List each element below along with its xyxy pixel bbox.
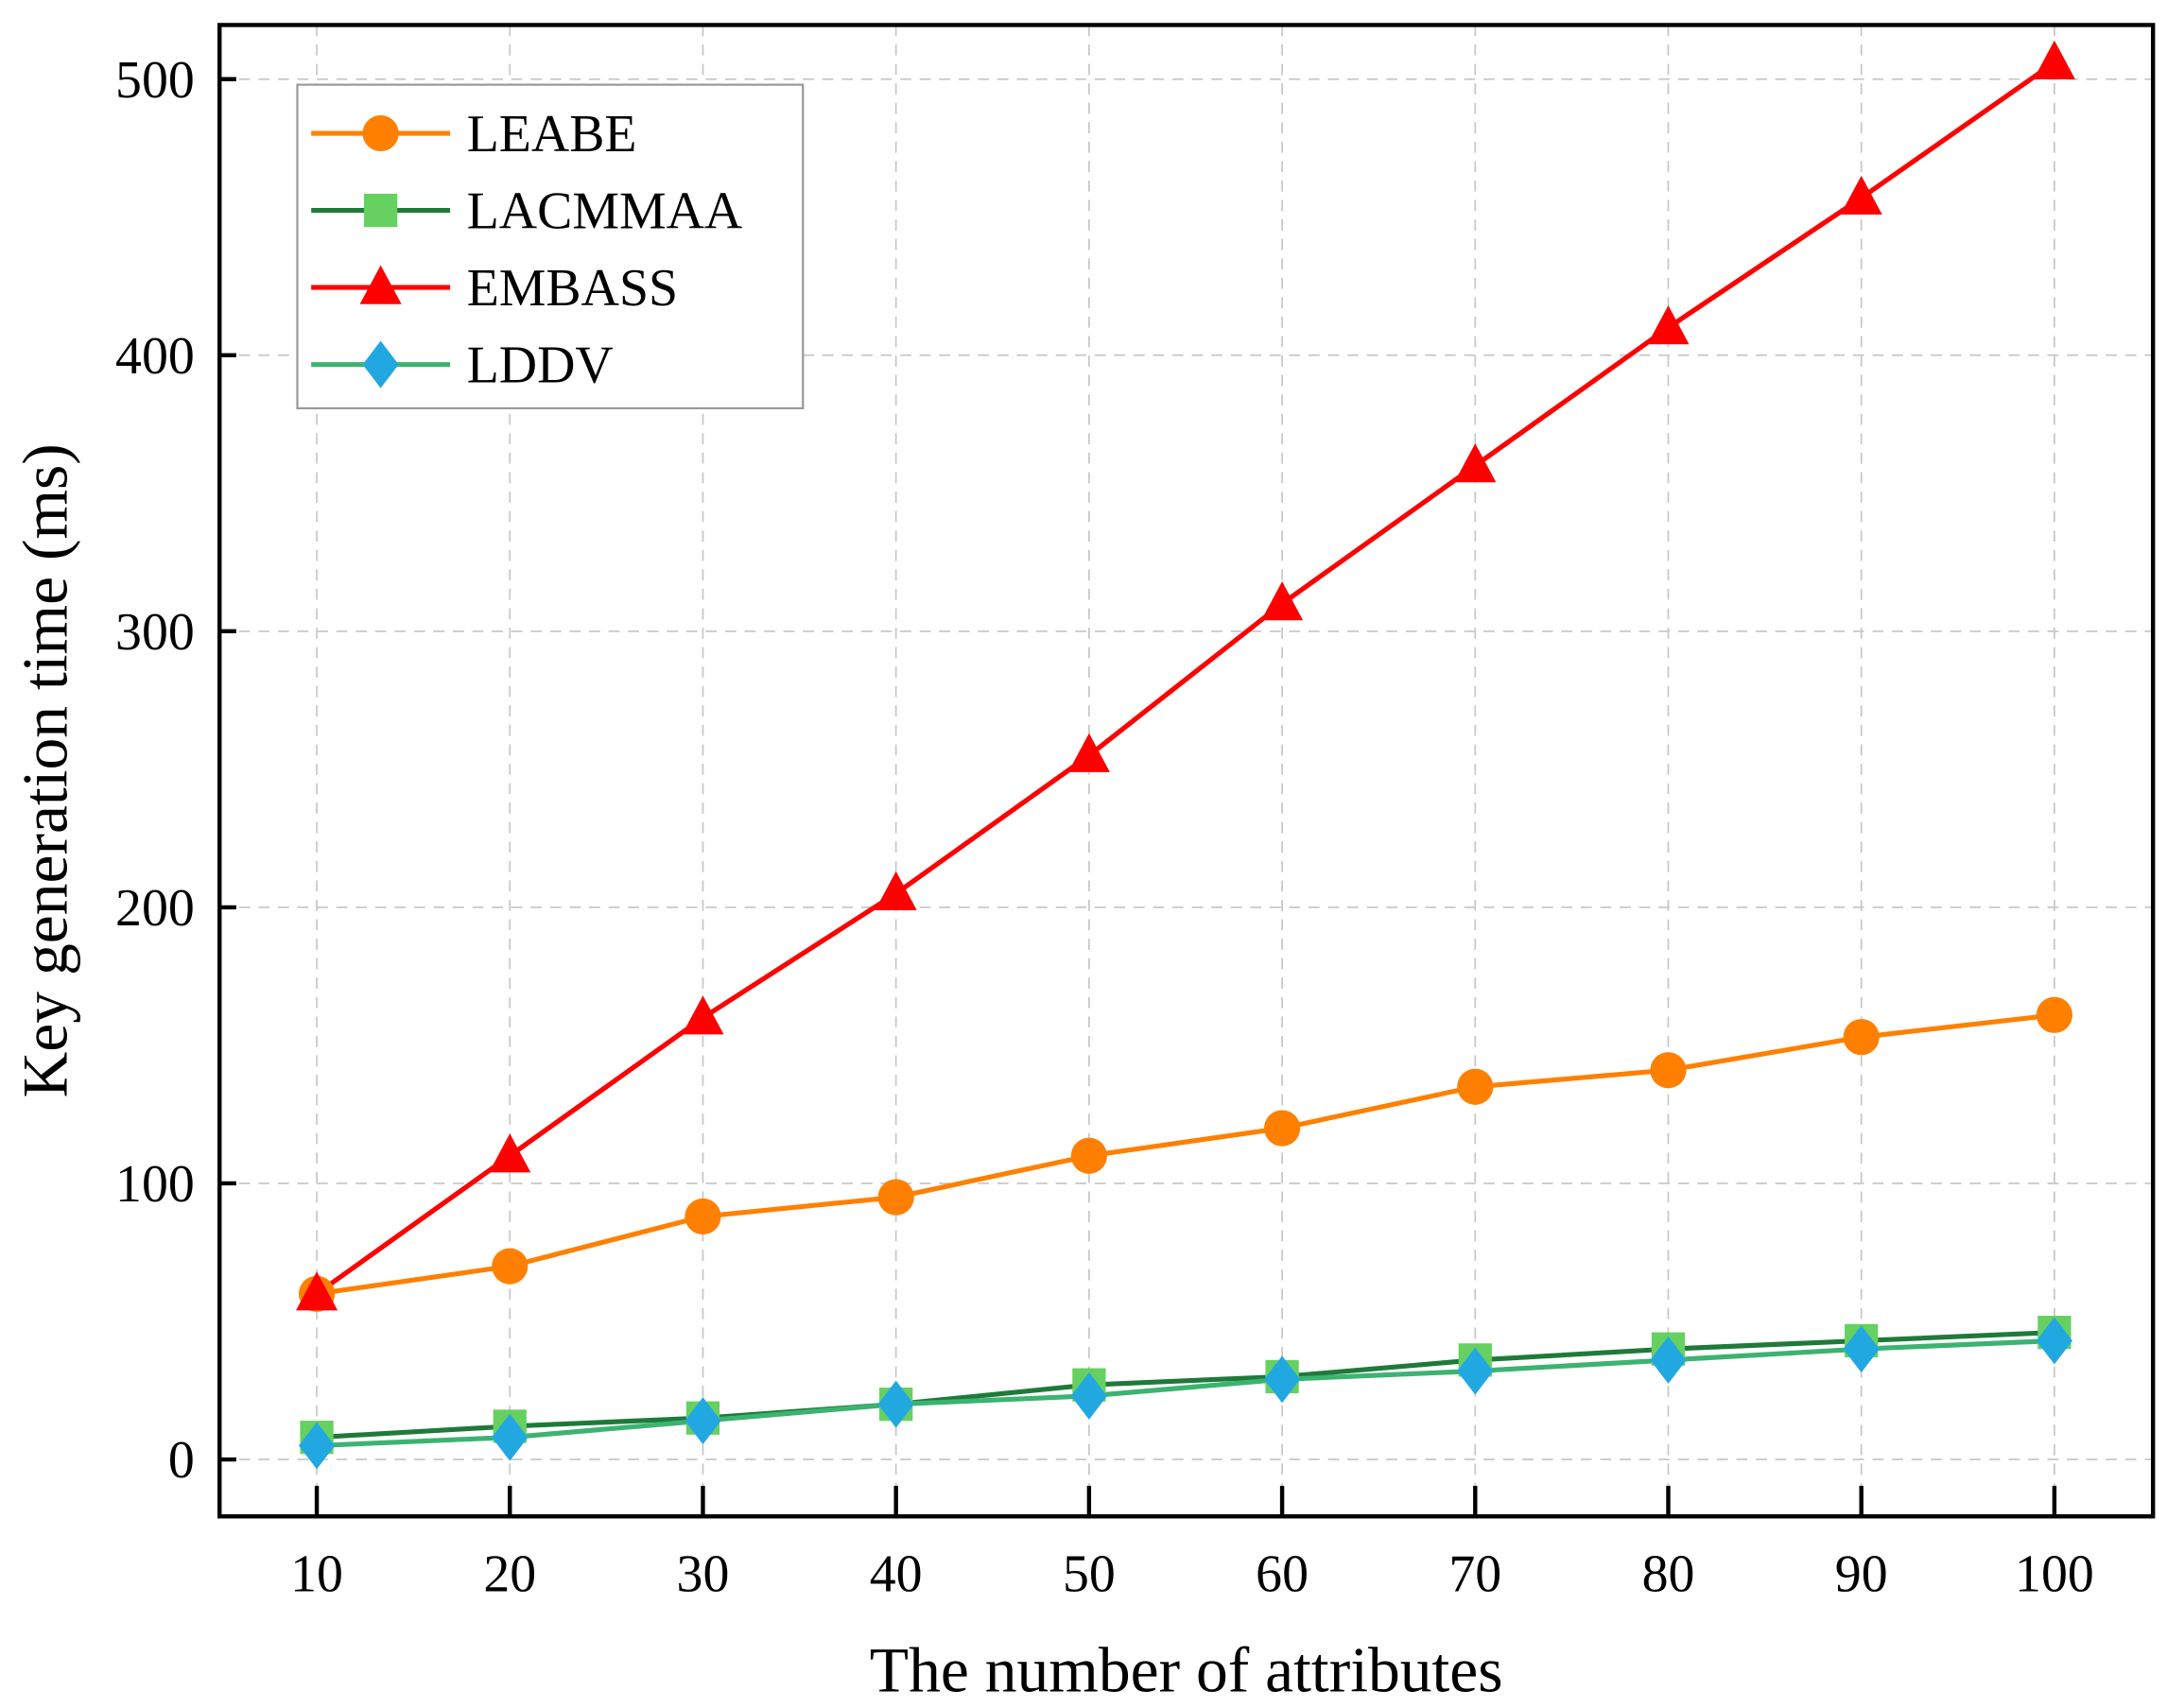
legend-marker-square-icon xyxy=(364,193,398,228)
x-tick-label: 80 xyxy=(1642,1545,1695,1604)
series-line-lacmmaa xyxy=(316,1330,2055,1441)
data-point-lddv xyxy=(2036,1317,2073,1365)
plot-frame xyxy=(217,23,2156,1519)
y-tick-label: 500 xyxy=(115,51,195,110)
x-tick-label: 10 xyxy=(290,1545,343,1604)
x-tick-label: 50 xyxy=(1063,1545,1116,1604)
data-point-leabe xyxy=(1843,1019,1880,1056)
series-line-embass xyxy=(315,60,2056,1296)
data-point-lddv xyxy=(1843,1325,1880,1373)
data-point-leabe xyxy=(492,1248,529,1285)
x-tick-label: 20 xyxy=(483,1545,536,1604)
data-point-leabe xyxy=(1650,1052,1687,1089)
y-tick-label: 100 xyxy=(115,1155,195,1214)
legend-label: LACMMAA xyxy=(467,182,743,241)
legend-label: EMBASS xyxy=(467,259,678,318)
data-point-embass xyxy=(682,995,724,1035)
data-point-leabe xyxy=(685,1198,721,1235)
data-point-lddv xyxy=(1457,1347,1494,1395)
data-point-embass xyxy=(1261,581,1304,621)
data-point-leabe xyxy=(2036,996,2073,1033)
x-tick-label: 40 xyxy=(870,1545,923,1604)
series-line-leabe xyxy=(316,1012,2055,1297)
x-tick-label: 100 xyxy=(2015,1545,2094,1604)
grid xyxy=(219,25,2154,1517)
ticks: 10 20 30 40 50 60 70 80 90 100 0 100 200 300 400 500 xyxy=(115,51,2094,1604)
data-point-lddv xyxy=(1070,1372,1107,1420)
data-point-leabe xyxy=(1070,1137,1107,1174)
series-line-lddv xyxy=(316,1337,2055,1448)
data-point-lddv xyxy=(298,1422,336,1470)
data-point-embass xyxy=(1647,305,1690,345)
legend-label: LDDV xyxy=(467,336,614,395)
y-tick-label: 0 xyxy=(168,1431,195,1490)
legend: LEABE LACMMAA EMBASS LDDV xyxy=(296,83,805,410)
legend-label: LEABE xyxy=(467,105,637,164)
data-point-lddv xyxy=(1650,1336,1687,1384)
x-tick-label: 90 xyxy=(1835,1545,1888,1604)
data-point-embass xyxy=(1454,443,1497,483)
data-point-leabe xyxy=(877,1179,914,1216)
data-point-embass xyxy=(2033,40,2075,79)
y-tick-label: 300 xyxy=(115,603,195,662)
data-point-leabe xyxy=(1457,1068,1494,1105)
y-tick-label: 400 xyxy=(115,327,195,386)
series-group xyxy=(296,40,2075,1470)
data-point-embass xyxy=(1067,733,1110,772)
x-tick-label: 30 xyxy=(677,1545,730,1604)
y-tick-label: 200 xyxy=(115,879,195,938)
data-point-leabe xyxy=(1263,1110,1301,1147)
y-axis-label: Key generation time (ms) xyxy=(10,443,81,1097)
data-point-lddv xyxy=(1263,1355,1301,1404)
data-point-embass xyxy=(296,1271,338,1311)
data-point-embass xyxy=(875,871,917,910)
x-axis-label: The number of attributes xyxy=(870,1634,1503,1705)
data-point-embass xyxy=(489,1133,531,1173)
legend-marker-circle-icon xyxy=(362,114,399,152)
x-tick-label: 70 xyxy=(1448,1545,1501,1604)
x-tick-label: 60 xyxy=(1256,1545,1309,1604)
data-point-lddv xyxy=(877,1380,914,1428)
legend-marker-triangle-icon xyxy=(359,265,402,304)
data-point-embass xyxy=(1840,175,1882,215)
